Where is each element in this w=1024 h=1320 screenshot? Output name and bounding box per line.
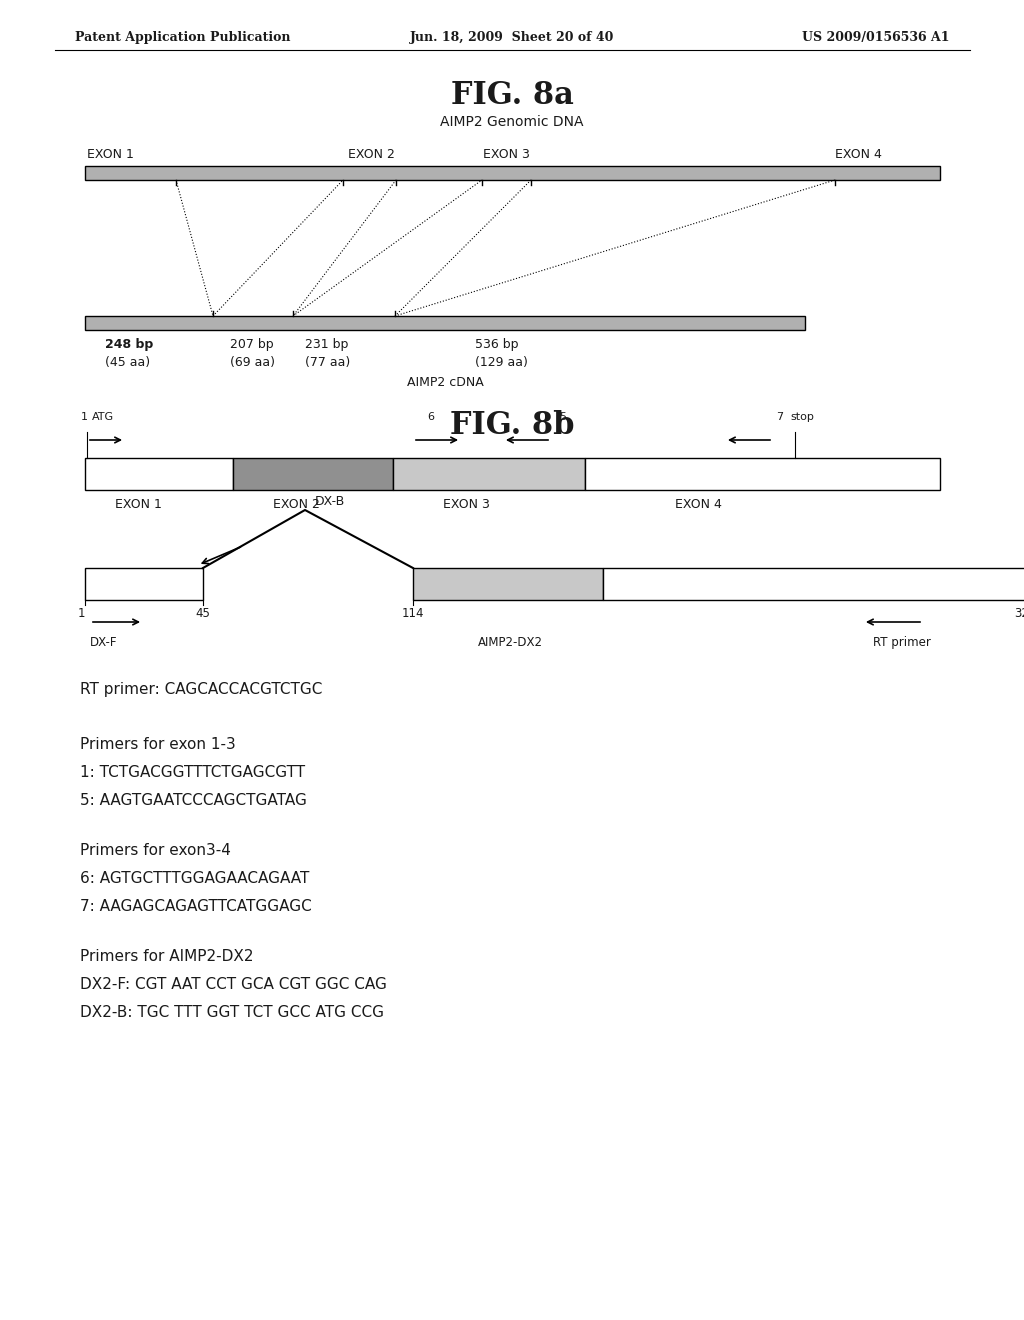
Text: 5: AAGTGAATCCCAGCTGATAG: 5: AAGTGAATCCCAGCTGATAG [80,793,307,808]
Text: FIG. 8a: FIG. 8a [451,81,573,111]
Text: FIG. 8b: FIG. 8b [450,411,574,441]
Text: DX2-F: CGT AAT CCT GCA CGT GGC CAG: DX2-F: CGT AAT CCT GCA CGT GGC CAG [80,977,387,993]
Text: 45: 45 [196,607,211,620]
Text: Primers for exon3-4: Primers for exon3-4 [80,843,230,858]
Bar [585,458,940,490]
Text: 6: AGTGCTTTGGAGAACAGAAT: 6: AGTGCTTTGGAGAACAGAAT [80,871,309,886]
Bar [413,568,603,601]
Text: DX-B: DX-B [315,495,345,508]
Text: 1: 1 [78,607,85,620]
Text: (45 aa): (45 aa) [105,356,151,370]
Bar [603,568,1024,601]
Text: 207 bp: 207 bp [230,338,273,351]
Text: stop: stop [790,412,814,422]
Text: 536 bp: 536 bp [475,338,518,351]
Text: 7: AAGAGCAGAGTTCATGGAGC: 7: AAGAGCAGAGTTCATGGAGC [80,899,311,913]
Text: DX2-B: TGC TTT GGT TCT GCC ATG CCG: DX2-B: TGC TTT GGT TCT GCC ATG CCG [80,1005,384,1020]
Text: EXON 2: EXON 2 [273,498,319,511]
Text: (69 aa): (69 aa) [230,356,275,370]
Text: 7: 7 [776,412,783,422]
Text: AIMP2 cDNA: AIMP2 cDNA [407,376,483,389]
Text: ATG: ATG [92,412,114,422]
Text: Patent Application Publication: Patent Application Publication [75,32,291,45]
Text: US 2009/0156536 A1: US 2009/0156536 A1 [803,32,950,45]
Bar [85,315,805,330]
Text: EXON 3: EXON 3 [443,498,489,511]
Text: 231 bp: 231 bp [305,338,348,351]
Text: 1: TCTGACGGTTTCTGAGCGTT: 1: TCTGACGGTTTCTGAGCGTT [80,766,305,780]
Bar [85,166,940,180]
Text: AIMP2 Genomic DNA: AIMP2 Genomic DNA [440,115,584,129]
Text: 6: 6 [427,412,434,422]
Text: DX-F: DX-F [90,636,118,649]
Text: (129 aa): (129 aa) [475,356,528,370]
Text: EXON 3: EXON 3 [483,148,529,161]
Bar [393,458,585,490]
Text: RT primer: RT primer [873,636,931,649]
Text: (77 aa): (77 aa) [305,356,350,370]
Bar [233,458,393,490]
Text: 5: 5 [559,412,566,422]
Text: EXON 4: EXON 4 [835,148,882,161]
Bar [85,568,203,601]
Text: 320: 320 [1014,607,1024,620]
Text: EXON 4: EXON 4 [675,498,722,511]
Text: Primers for exon 1-3: Primers for exon 1-3 [80,737,236,752]
Text: Jun. 18, 2009  Sheet 20 of 40: Jun. 18, 2009 Sheet 20 of 40 [410,32,614,45]
Bar [85,458,233,490]
Text: EXON 2: EXON 2 [348,148,395,161]
Text: RT primer: CAGCACCACGTCTGC: RT primer: CAGCACCACGTCTGC [80,682,323,697]
Text: 114: 114 [401,607,424,620]
Text: 1: 1 [81,412,88,422]
Text: AIMP2-DX2: AIMP2-DX2 [478,636,543,649]
Text: Primers for AIMP2-DX2: Primers for AIMP2-DX2 [80,949,254,964]
Text: EXON 1: EXON 1 [87,148,134,161]
Text: EXON 1: EXON 1 [115,498,162,511]
Text: 248 bp: 248 bp [105,338,154,351]
